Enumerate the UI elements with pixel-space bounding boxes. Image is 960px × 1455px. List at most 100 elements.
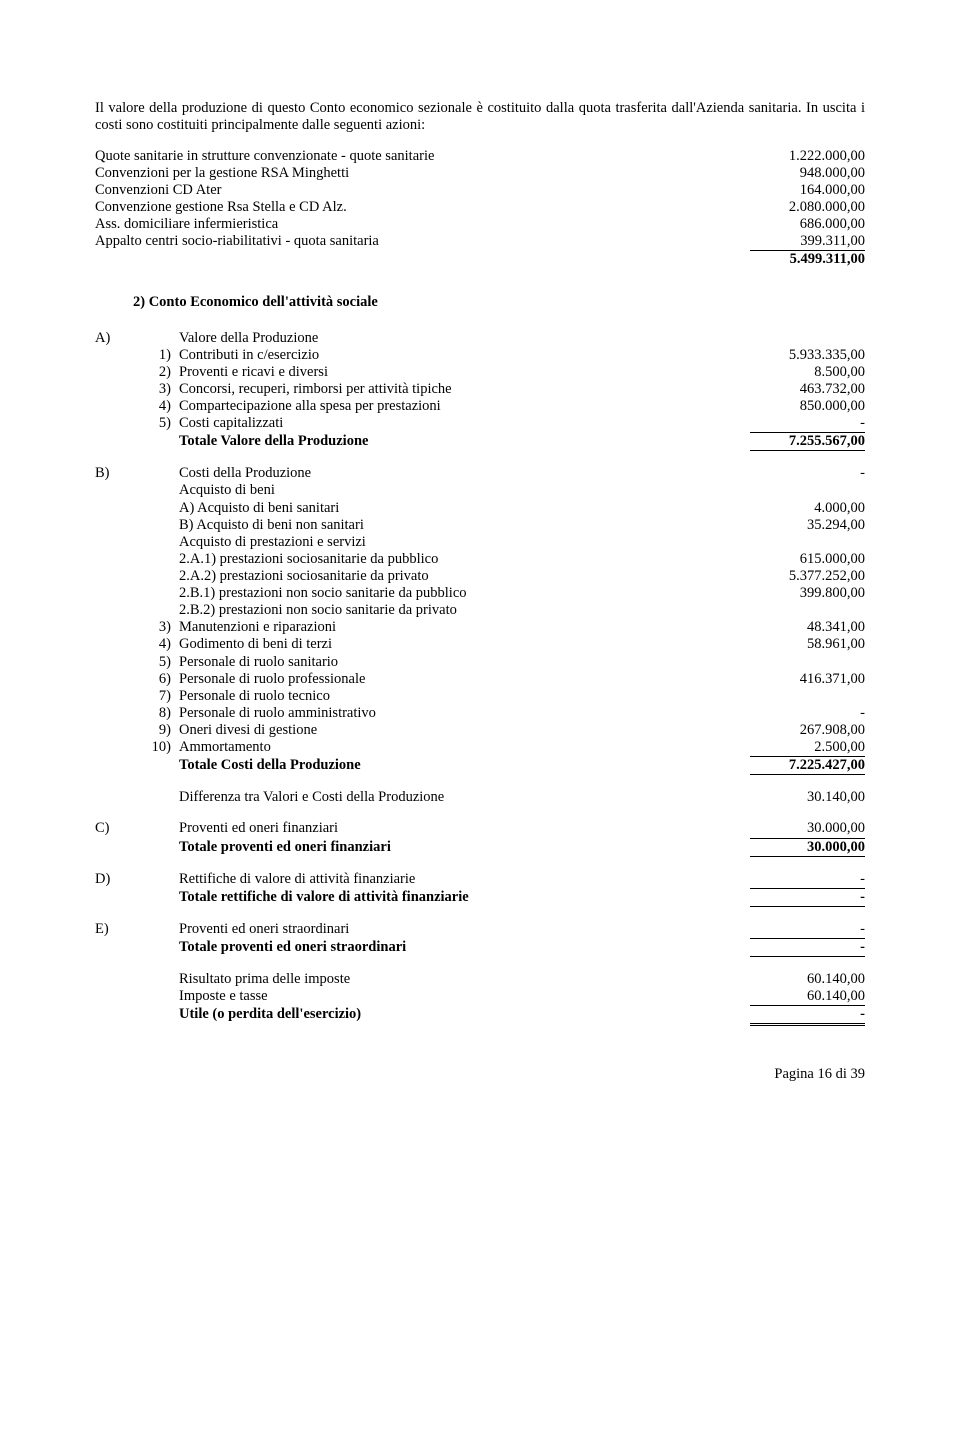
e-line-value: - [695,921,865,939]
page-footer: Pagina 16 di 39 [95,1066,865,1083]
acq-b-label: B) Acquisto di beni non sanitari [179,517,695,534]
item-label: Proventi e ricavi e diversi [179,364,695,381]
item-label: Costi capitalizzati [179,415,695,433]
item-value: 416.371,00 [695,671,865,688]
p2b1-label: 2.B.1) prestazioni non socio sanitarie d… [179,585,695,602]
quote-item-value: 164.000,00 [695,182,865,199]
item-value: 5.933.335,00 [695,347,865,364]
section-b-title: Costi della Produzione [179,465,695,482]
c-line-value: 30.000,00 [695,820,865,838]
blank [133,330,179,347]
item-value: 58.961,00 [695,636,865,653]
acq-a-label: A) Acquisto di beni sanitari [179,500,695,517]
quote-item-label: Quote sanitarie in strutture convenziona… [95,148,695,165]
e-line-label: Proventi ed oneri straordinari [179,921,695,939]
item-label: Ammortamento [179,739,695,757]
item-num: 10) [133,739,179,757]
item-num: 8) [133,705,179,722]
quote-item-label: Convenzioni CD Ater [95,182,695,199]
item-label: Personale di ruolo tecnico [179,688,695,705]
acq-b-value: 35.294,00 [695,517,865,534]
section-b-total-value: 7.225.427,00 [695,757,865,775]
item-num: 5) [133,654,179,671]
p2a1-value: 615.000,00 [695,551,865,568]
item-num: 7) [133,688,179,705]
quote-item-label: Ass. domiciliare infermieristica [95,216,695,233]
item-num: 4) [133,398,179,415]
item-value [695,654,865,671]
item-value: 2.500,00 [695,739,865,757]
p2b2-label: 2.B.2) prestazioni non socio sanitarie d… [179,602,695,619]
item-label: Contributi in c/esercizio [179,347,695,364]
item-label: Oneri divesi di gestione [179,722,695,739]
item-label: Personale di ruolo sanitario [179,654,695,671]
item-num: 6) [133,671,179,688]
section-b-marker: B) [95,465,133,482]
p2a1-label: 2.A.1) prestazioni sociosanitarie da pub… [179,551,695,568]
item-num: 9) [133,722,179,739]
c-total-label: Totale proventi ed oneri finanziari [179,839,695,857]
section-d-marker: D) [95,871,133,889]
item-value: 463.732,00 [695,381,865,398]
differenza-label: Differenza tra Valori e Costi della Prod… [179,789,695,806]
section-b-total-label: Totale Costi della Produzione [179,757,695,775]
item-label: Compartecipazione alla spesa per prestaz… [179,398,695,415]
item-value: 8.500,00 [695,364,865,381]
d-line-value: - [695,871,865,889]
section-b-title-value: - [695,465,865,482]
acq-a-value: 4.000,00 [695,500,865,517]
item-value: 267.908,00 [695,722,865,739]
quote-item-value: 686.000,00 [695,216,865,233]
item-label: Concorsi, recuperi, rimborsi per attivit… [179,381,695,398]
quote-item-value: 399.311,00 [695,233,865,250]
p2a2-value: 5.377.252,00 [695,568,865,585]
item-num: 3) [133,619,179,636]
item-num: 2) [133,364,179,381]
item-num: 1) [133,347,179,364]
p2a2-label: 2.A.2) prestazioni sociosanitarie da pri… [179,568,695,585]
item-value: 48.341,00 [695,619,865,636]
item-num: 4) [133,636,179,653]
section-a-marker: A) [95,330,133,347]
d-total-label: Totale rettifiche di valore di attività … [179,889,695,907]
c-line-label: Proventi ed oneri finanziari [179,820,695,838]
p2b2-value [695,602,865,619]
item-value: - [695,705,865,722]
e-total-label: Totale proventi ed oneri straordinari [179,939,695,957]
quote-item-label: Convenzione gestione Rsa Stella e CD Alz… [95,199,695,216]
d-line-label: Rettifiche di valore di attività finanzi… [179,871,695,889]
intro-paragraph: Il valore della produzione di questo Con… [95,100,865,134]
risultato-label: Risultato prima delle imposte [179,971,695,988]
quote-item-label: Convenzioni per la gestione RSA Minghett… [95,165,695,182]
imposte-value: 60.140,00 [695,988,865,1006]
section-2-heading: 2) Conto Economico dell'attività sociale [95,294,865,311]
utile-label: Utile (o perdita dell'esercizio) [179,1006,695,1026]
section-a-title: Valore della Produzione [179,330,695,347]
imposte-label: Imposte e tasse [179,988,695,1006]
section-a-total-value: 7.255.567,00 [695,433,865,451]
item-value: - [695,415,865,433]
quote-item-value: 1.222.000,00 [695,148,865,165]
item-label: Personale di ruolo professionale [179,671,695,688]
item-value: 850.000,00 [695,398,865,415]
item-value [695,688,865,705]
c-total-value: 30.000,00 [695,839,865,857]
item-label: Manutenzioni e riparazioni [179,619,695,636]
section-c-marker: C) [95,820,133,838]
section-a-total-label: Totale Valore della Produzione [179,433,695,451]
quote-total-value: 5.499.311,00 [695,250,865,268]
p2b1-value: 399.800,00 [695,585,865,602]
d-total-value: - [695,889,865,907]
differenza-value: 30.140,00 [695,789,865,806]
acquisto-prestazioni-label: Acquisto di prestazioni e servizi [179,534,695,551]
quote-total-blank [95,250,695,268]
quote-item-value: 948.000,00 [695,165,865,182]
risultato-value: 60.140,00 [695,971,865,988]
section-e-marker: E) [95,921,133,939]
acquisto-beni-label: Acquisto di beni [179,482,695,499]
quote-item-label: Appalto centri socio-riabilitativi - quo… [95,233,695,250]
item-label: Godimento di beni di terzi [179,636,695,653]
item-num: 5) [133,415,179,433]
item-num: 3) [133,381,179,398]
e-total-value: - [695,939,865,957]
